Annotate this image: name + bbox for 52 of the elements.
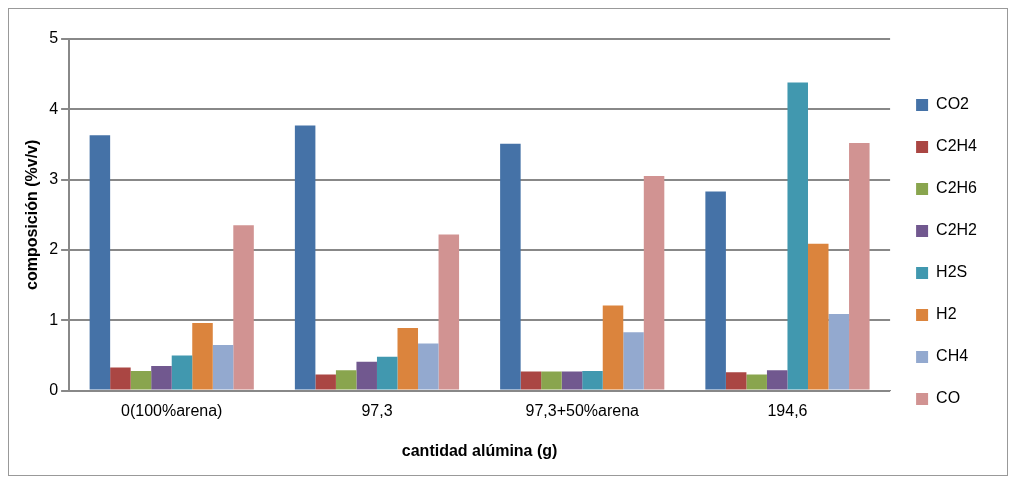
y-axis-title: composición (%v/v) bbox=[23, 139, 41, 290]
bar bbox=[500, 143, 521, 390]
bar bbox=[130, 370, 152, 390]
bar bbox=[171, 355, 193, 390]
legend-label: CH4 bbox=[936, 347, 969, 365]
legend-label: C2H2 bbox=[936, 221, 978, 239]
bar bbox=[438, 234, 460, 390]
bar bbox=[746, 374, 767, 390]
bar bbox=[89, 135, 111, 390]
bar bbox=[376, 356, 398, 390]
legend-label: C2H6 bbox=[936, 179, 978, 197]
y-tick-label: 3 bbox=[49, 170, 59, 188]
legend-label: CO2 bbox=[936, 95, 970, 113]
y-tick-label: 0 bbox=[49, 381, 59, 399]
bar bbox=[110, 367, 131, 390]
y-tick-label: 1 bbox=[49, 310, 59, 328]
legend-label: C2H4 bbox=[936, 137, 978, 155]
bar bbox=[315, 374, 336, 390]
bar bbox=[356, 361, 377, 390]
x-axis-title: cantidad alúmina (g) bbox=[401, 441, 558, 459]
bar bbox=[787, 82, 808, 390]
legend-label: H2S bbox=[936, 263, 968, 281]
x-tick-label: 0(100%arena) bbox=[121, 401, 223, 419]
bar bbox=[849, 143, 870, 390]
x-tick-label: 97,3+50%arena bbox=[525, 401, 640, 419]
bar bbox=[335, 370, 357, 390]
bar bbox=[541, 371, 562, 390]
bar bbox=[294, 125, 316, 390]
bar bbox=[520, 371, 542, 390]
legend-label: H2 bbox=[936, 305, 957, 323]
bar bbox=[582, 370, 603, 390]
bar bbox=[623, 332, 644, 390]
x-tick-label: 97,3 bbox=[361, 401, 393, 419]
bar bbox=[192, 323, 213, 390]
bar bbox=[643, 176, 665, 390]
bar bbox=[233, 225, 254, 390]
bar bbox=[807, 243, 829, 390]
y-tick-label: 5 bbox=[49, 29, 59, 47]
x-tick-label: 194,6 bbox=[767, 401, 808, 419]
bar bbox=[418, 343, 439, 390]
bar bbox=[602, 305, 624, 390]
bar bbox=[151, 365, 172, 390]
bar bbox=[561, 371, 583, 390]
bar bbox=[212, 344, 234, 390]
bar bbox=[705, 191, 726, 390]
legend-label: CO bbox=[936, 389, 961, 407]
bar bbox=[725, 372, 747, 390]
bar bbox=[397, 328, 419, 390]
y-tick-label: 4 bbox=[49, 99, 59, 117]
bar bbox=[766, 370, 788, 390]
bar bbox=[828, 313, 850, 390]
y-tick-label: 2 bbox=[49, 240, 59, 258]
